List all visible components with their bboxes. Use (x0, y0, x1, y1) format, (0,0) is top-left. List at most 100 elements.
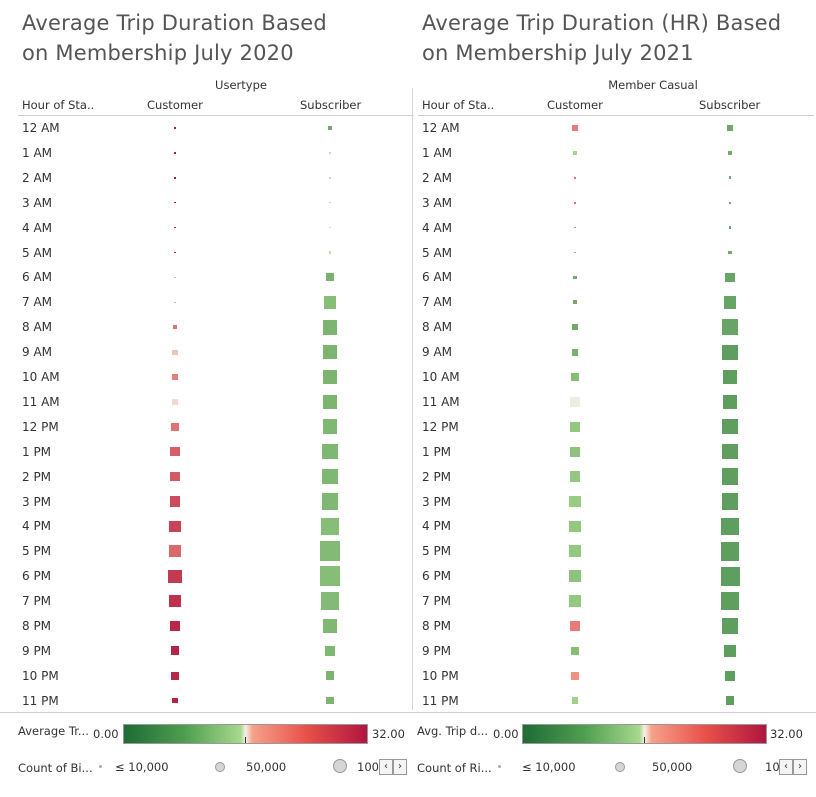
heatmap-mark-subscriber[interactable] (724, 670, 736, 681)
heatmap-mark-subscriber[interactable] (320, 566, 340, 587)
heatmap-mark-subscriber[interactable] (721, 517, 739, 536)
heatmap-mark-subscriber[interactable] (722, 419, 738, 435)
heatmap-mark-customer[interactable] (570, 397, 580, 407)
heatmap-mark-subscriber[interactable] (329, 201, 331, 204)
heatmap-mark-customer[interactable] (174, 251, 176, 254)
heatmap-mark-subscriber[interactable] (722, 618, 738, 634)
heatmap-mark-customer[interactable] (573, 275, 577, 279)
heatmap-mark-subscriber[interactable] (721, 468, 739, 485)
heatmap-mark-subscriber[interactable] (722, 319, 738, 336)
heatmap-mark-customer[interactable] (170, 447, 180, 457)
heatmap-mark-subscriber[interactable] (725, 272, 735, 282)
heatmap-mark-customer[interactable] (571, 671, 579, 680)
heatmap-mark-customer[interactable] (569, 620, 581, 632)
heatmap-mark-customer[interactable] (574, 176, 576, 179)
heatmap-mark-subscriber[interactable] (323, 370, 337, 384)
heatmap-mark-customer[interactable] (568, 569, 582, 583)
heatmap-mark-subscriber[interactable] (322, 419, 338, 435)
heatmap-mark-customer[interactable] (174, 276, 176, 279)
heatmap-mark-subscriber[interactable] (323, 619, 337, 633)
heatmap-mark-subscriber[interactable] (728, 176, 732, 180)
legend-scroll-prev-button[interactable]: ‹ (779, 759, 793, 775)
heatmap-mark-subscriber[interactable] (728, 226, 732, 229)
heatmap-mark-subscriber[interactable] (322, 394, 337, 409)
heatmap-mark-customer[interactable] (172, 374, 178, 380)
heatmap-mark-customer[interactable] (572, 150, 578, 156)
heatmap-mark-customer[interactable] (570, 646, 580, 656)
heatmap-mark-customer[interactable] (569, 495, 581, 508)
heatmap-mark-subscriber[interactable] (721, 493, 739, 510)
heatmap-mark-customer[interactable] (570, 421, 580, 432)
heatmap-mark-subscriber[interactable] (326, 697, 334, 705)
heatmap-mark-customer[interactable] (172, 399, 178, 405)
heatmap-mark-subscriber[interactable] (721, 592, 739, 610)
heatmap-mark-customer[interactable] (574, 226, 576, 229)
heatmap-mark-subscriber[interactable] (329, 176, 331, 179)
heatmap-mark-customer[interactable] (174, 127, 176, 129)
heatmap-mark-customer[interactable] (172, 349, 178, 355)
heatmap-mark-subscriber[interactable] (722, 443, 738, 460)
heatmap-mark-customer[interactable] (569, 595, 581, 607)
heatmap-mark-customer[interactable] (170, 422, 180, 431)
heatmap-mark-subscriber[interactable] (728, 250, 732, 255)
heatmap-mark-customer[interactable] (571, 697, 579, 705)
heatmap-mark-subscriber[interactable] (722, 394, 738, 410)
heatmap-mark-customer[interactable] (169, 620, 181, 632)
heatmap-mark-customer[interactable] (172, 324, 178, 330)
heatmap-mark-customer[interactable] (569, 520, 581, 533)
heatmap-mark-customer[interactable] (170, 471, 180, 482)
heatmap-mark-customer[interactable] (170, 646, 180, 656)
heatmap-mark-subscriber[interactable] (720, 542, 740, 561)
heatmap-mark-customer[interactable] (172, 698, 178, 704)
heatmap-mark-customer[interactable] (171, 672, 179, 680)
heatmap-mark-subscriber[interactable] (325, 671, 335, 681)
legend-scroll-next-button[interactable]: › (393, 759, 407, 775)
heatmap-mark-customer[interactable] (574, 201, 576, 204)
heatmap-mark-subscriber[interactable] (728, 201, 732, 204)
heatmap-mark-subscriber[interactable] (322, 468, 338, 485)
heatmap-mark-customer[interactable] (572, 125, 578, 131)
heatmap-mark-customer[interactable] (168, 569, 182, 583)
heatmap-mark-customer[interactable] (174, 201, 176, 204)
heatmap-mark-customer[interactable] (169, 520, 181, 532)
heatmap-mark-customer[interactable] (571, 373, 579, 381)
heatmap-mark-customer[interactable] (574, 251, 576, 254)
heatmap-mark-subscriber[interactable] (722, 344, 738, 360)
heatmap-mark-subscriber[interactable] (726, 124, 734, 132)
heatmap-mark-subscriber[interactable] (320, 592, 340, 611)
heatmap-mark-subscriber[interactable] (322, 319, 338, 335)
heatmap-mark-customer[interactable] (168, 594, 182, 608)
heatmap-mark-subscriber[interactable] (323, 296, 337, 309)
heatmap-mark-customer[interactable] (568, 545, 581, 558)
heatmap-mark-subscriber[interactable] (727, 150, 733, 155)
heatmap-mark-subscriber[interactable] (723, 644, 737, 658)
heatmap-mark-customer[interactable] (174, 177, 176, 179)
heatmap-mark-subscriber[interactable] (321, 517, 339, 535)
heatmap-mark-customer[interactable] (571, 348, 579, 356)
heatmap-mark-customer[interactable] (174, 152, 176, 154)
heatmap-mark-subscriber[interactable] (327, 125, 333, 131)
heatmap-mark-customer[interactable] (174, 226, 176, 229)
heatmap-mark-subscriber[interactable] (321, 493, 339, 510)
heatmap-mark-subscriber[interactable] (723, 370, 737, 384)
heatmap-mark-customer[interactable] (169, 496, 181, 507)
legend-scroll-next-button[interactable]: › (793, 759, 807, 775)
heatmap-mark-customer[interactable] (174, 301, 176, 304)
heatmap-mark-subscriber[interactable] (725, 696, 735, 705)
heatmap-mark-customer[interactable] (572, 300, 578, 305)
heatmap-mark-subscriber[interactable] (328, 251, 332, 254)
heatmap-mark-subscriber[interactable] (329, 226, 331, 229)
heatmap-mark-customer[interactable] (569, 471, 581, 482)
heatmap-mark-customer[interactable] (169, 545, 181, 558)
heatmap-mark-subscriber[interactable] (322, 444, 338, 460)
heatmap-mark-subscriber[interactable] (723, 296, 737, 309)
heatmap-mark-subscriber[interactable] (320, 541, 340, 562)
heatmap-mark-subscriber[interactable] (324, 645, 336, 656)
heatmap-mark-subscriber[interactable] (322, 344, 338, 360)
heatmap-mark-subscriber[interactable] (325, 273, 335, 282)
heatmap-mark-customer[interactable] (571, 324, 578, 331)
heatmap-mark-subscriber[interactable] (720, 566, 740, 586)
heatmap-mark-subscriber[interactable] (329, 151, 331, 154)
heatmap-mark-customer[interactable] (569, 446, 581, 457)
legend-scroll-prev-button[interactable]: ‹ (379, 759, 393, 775)
